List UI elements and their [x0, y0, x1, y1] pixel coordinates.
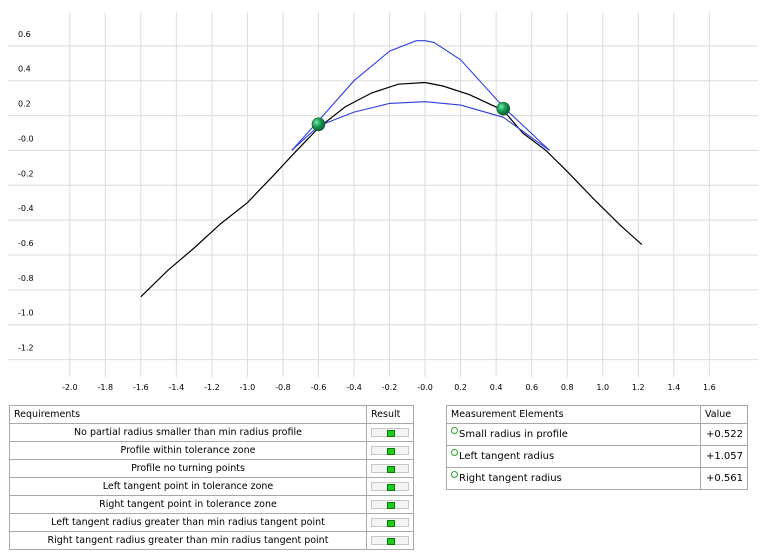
measurement-label: Small radius in profile: [459, 429, 568, 440]
requirement-result: [366, 513, 414, 532]
y-tick-label: -0.6: [18, 239, 34, 248]
requirement-row: No partial radius smaller than min radiu…: [9, 423, 414, 442]
requirement-label: Right tangent radius greater than min ra…: [9, 531, 367, 550]
requirement-row: Profile no turning points: [9, 459, 414, 478]
pass-indicator-icon: [387, 502, 395, 509]
pass-indicator-icon: [387, 466, 395, 473]
measurement-row: Left tangent radius +1.057: [446, 445, 748, 468]
pass-indicator-icon: [387, 448, 395, 455]
pass-indicator-icon: [387, 484, 395, 491]
y-axis-ticks: 0.6 0.4 0.2 -0.0 -0.2 -0.4 -0.6 -0.8 -1.0 -1.2: [18, 30, 34, 353]
tangent-point-marker: [311, 117, 326, 132]
x-tick-label: -0.2: [382, 383, 398, 392]
requirement-label: Profile within tolerance zone: [9, 441, 367, 460]
x-tick-label: 1.2: [632, 383, 645, 392]
x-tick-label: 0.2: [454, 383, 467, 392]
measurement-elements-table: Measurement Elements Value Small radius …: [446, 405, 748, 490]
x-tick-label: -0.6: [311, 383, 327, 392]
x-tick-label: -0.0: [417, 383, 433, 392]
tangent-points: [311, 101, 511, 132]
pass-indicator-icon: [387, 538, 395, 545]
requirement-result: [366, 495, 414, 514]
tangent-point-marker: [496, 101, 511, 116]
profile-curve: [140, 81, 643, 298]
y-tick-label: 0.4: [18, 65, 31, 74]
y-tick-label: -1.0: [18, 309, 34, 318]
requirement-row: Right tangent radius greater than min ra…: [9, 531, 414, 550]
measurement-label: Right tangent radius: [459, 473, 562, 484]
x-tick-label: -2.0: [62, 383, 78, 392]
x-axis-ticks: -2.0 -1.8 -1.6 -1.4 -1.2 -1.0 -0.8 -0.6 -0.4 -0.2…: [62, 383, 716, 392]
circle-indicator-icon: [451, 427, 458, 434]
measurement-label: Left tangent radius: [459, 451, 555, 462]
x-tick-label: -1.2: [204, 383, 220, 392]
x-tick-label: -1.6: [133, 383, 149, 392]
requirement-result: [366, 531, 414, 550]
requirement-row: Right tangent point in tolerance zone: [9, 495, 414, 514]
measurement-value: +0.561: [700, 467, 748, 490]
pass-indicator-icon: [387, 430, 395, 437]
requirement-label: Right tangent point in tolerance zone: [9, 495, 367, 514]
result-indicator: [371, 482, 409, 491]
requirement-result: [366, 477, 414, 496]
x-tick-label: -0.8: [275, 383, 291, 392]
y-tick-label: -0.0: [18, 134, 34, 143]
pass-indicator-icon: [387, 520, 395, 527]
requirement-label: Left tangent radius greater than min rad…: [9, 513, 367, 532]
value-header: Value: [700, 405, 748, 424]
requirements-table: Requirements Result No partial radius sm…: [9, 405, 414, 550]
circle-indicator-icon: [451, 449, 458, 456]
y-tick-label: -0.8: [18, 274, 34, 283]
profile-chart: 0.6 0.4 0.2 -0.0 -0.2 -0.4 -0.6 -0.8 -1.0 -1.2 -2…: [8, 12, 758, 392]
y-tick-label: 0.2: [18, 100, 31, 109]
requirement-row: Left tangent radius greater than min rad…: [9, 513, 414, 532]
requirement-label: Left tangent point in tolerance zone: [9, 477, 367, 496]
x-tick-label: 0.8: [561, 383, 574, 392]
result-indicator: [371, 428, 409, 437]
requirement-row: Left tangent point in tolerance zone: [9, 477, 414, 496]
grid-lines: [8, 12, 758, 377]
requirement-result: [366, 441, 414, 460]
requirement-result: [366, 459, 414, 478]
result-indicator: [371, 518, 409, 527]
measurement-element: Right tangent radius: [446, 467, 701, 490]
requirement-result: [366, 423, 414, 442]
x-tick-label: -1.0: [240, 383, 256, 392]
x-tick-label: -0.4: [346, 383, 362, 392]
result-indicator: [371, 446, 409, 455]
x-tick-label: -1.4: [169, 383, 185, 392]
y-tick-label: -1.2: [18, 344, 34, 353]
x-tick-label: -1.8: [97, 383, 113, 392]
result-indicator: [371, 500, 409, 509]
requirement-label: No partial radius smaller than min radiu…: [9, 423, 367, 442]
x-tick-label: 0.4: [490, 383, 503, 392]
y-tick-label: -0.4: [18, 204, 34, 213]
measurement-value: +1.057: [700, 445, 748, 468]
plot-area: [8, 12, 758, 377]
tolerance-curve: [291, 40, 550, 151]
result-indicator: [371, 464, 409, 473]
circle-indicator-icon: [451, 471, 458, 478]
measurement-row: Right tangent radius +0.561: [446, 467, 748, 490]
measurement-row: Small radius in profile +0.522: [446, 423, 748, 446]
x-tick-label: 1.4: [667, 383, 680, 392]
y-tick-label: 0.6: [18, 30, 31, 39]
requirements-header: Requirements: [9, 405, 367, 424]
measurement-element: Left tangent radius: [446, 445, 701, 468]
requirement-row: Profile within tolerance zone: [9, 441, 414, 460]
measurement-element: Small radius in profile: [446, 423, 701, 446]
result-indicator: [371, 536, 409, 545]
measurement-elements-header: Measurement Elements: [446, 405, 701, 424]
result-header: Result: [366, 405, 414, 424]
measurement-value: +0.522: [700, 423, 748, 446]
requirement-label: Profile no turning points: [9, 459, 367, 478]
x-tick-label: 1.6: [703, 383, 716, 392]
x-tick-label: 1.0: [596, 383, 609, 392]
x-tick-label: 0.6: [525, 383, 538, 392]
y-tick-label: -0.2: [18, 169, 34, 178]
